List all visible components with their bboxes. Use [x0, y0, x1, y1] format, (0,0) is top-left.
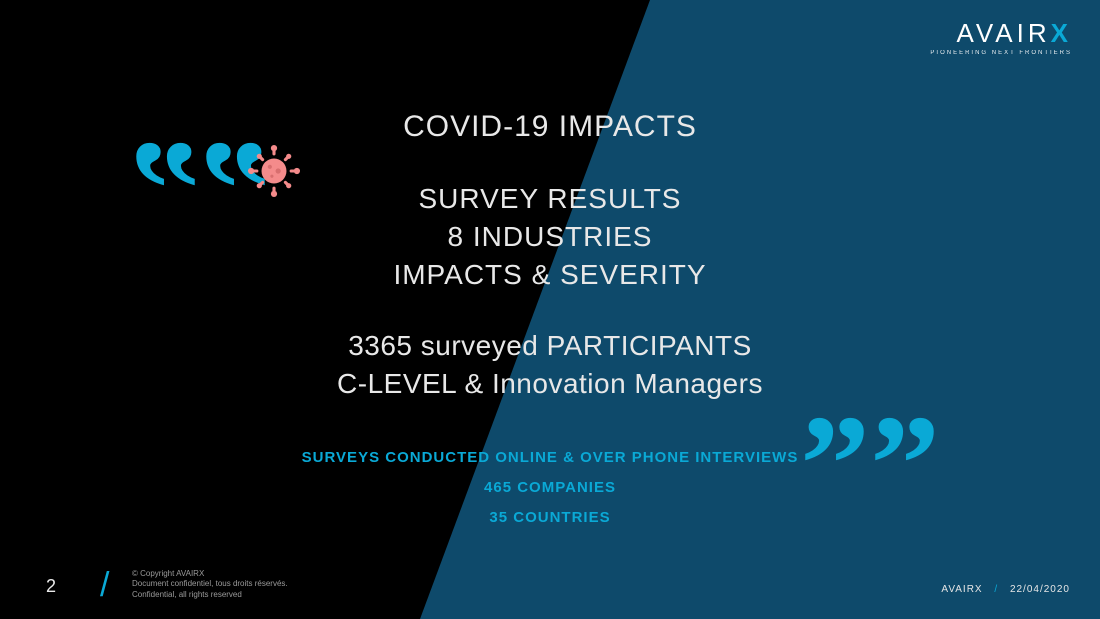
logo-wordmark: AVAIRX [930, 20, 1072, 46]
footer-right: AVAIRX / 22/04/2020 [941, 584, 1070, 595]
close-quote-icon: ”” [800, 430, 940, 500]
footer-brand: AVAIRX [941, 584, 982, 595]
virus-icon [248, 145, 300, 197]
footer-date: 22/04/2020 [1010, 584, 1070, 595]
brand-logo: AVAIRX PIONEERING NEXT FRONTIERS [930, 20, 1072, 56]
logo-tagline: PIONEERING NEXT FRONTIERS [930, 50, 1072, 56]
logo-text-part2: X [1051, 18, 1072, 48]
copyright: © Copyright AVAIRX Document confidentiel… [132, 569, 288, 601]
footer-slash-right: / [994, 584, 998, 595]
copyright-l2: Document confidentiel, tous droits réser… [132, 579, 288, 590]
page-number: 2 [46, 576, 56, 597]
heading-block3-l1: 3365 surveyed PARTICIPANTS [0, 327, 1100, 365]
logo-text-part1: AVAIR [956, 18, 1050, 48]
copyright-l1: © Copyright AVAIRX [132, 569, 288, 580]
footer: 2 / © Copyright AVAIRX Document confiden… [0, 563, 1100, 603]
slide: AVAIRX PIONEERING NEXT FRONTIERS ”” ”” [0, 0, 1100, 619]
copyright-l3: Confidential, all rights reserved [132, 590, 288, 601]
footer-slash-left: / [100, 566, 109, 605]
